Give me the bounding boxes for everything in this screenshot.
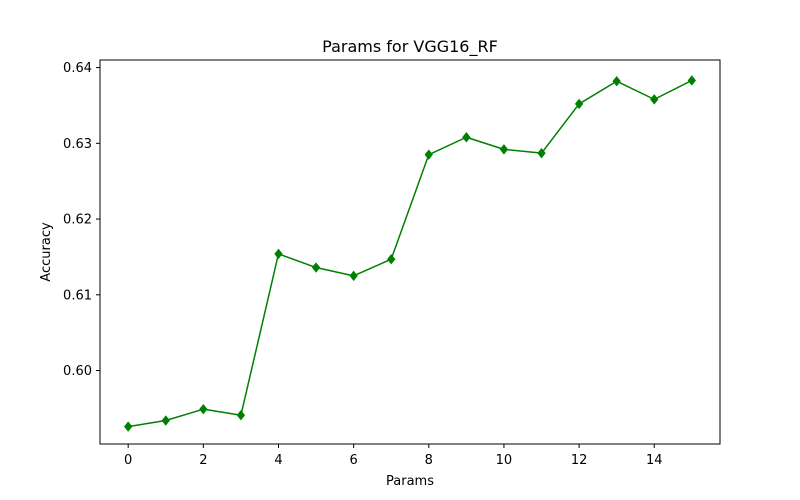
x-axis-label: Params <box>386 474 434 489</box>
series-layer <box>124 75 696 432</box>
data-point <box>236 410 246 421</box>
data-point <box>537 147 546 159</box>
data-point <box>349 270 358 282</box>
y-tick-label: 0.64 <box>63 61 92 76</box>
x-tick-label: 4 <box>274 453 282 468</box>
x-axis: 0 2 4 6 8 10 12 14 <box>124 444 663 468</box>
data-point <box>612 76 621 87</box>
x-tick-label: 14 <box>646 453 663 468</box>
data-point <box>387 253 396 265</box>
x-tick-label: 8 <box>425 453 433 468</box>
data-point <box>687 75 696 86</box>
data-point <box>311 262 321 273</box>
data-point <box>650 94 659 105</box>
x-tick-label: 10 <box>496 453 513 468</box>
x-tick-label: 2 <box>199 453 207 468</box>
plot-area <box>99 59 721 445</box>
data-point <box>462 132 471 143</box>
data-point <box>274 248 283 260</box>
y-tick-label: 0.62 <box>63 213 92 228</box>
data-point <box>124 421 133 432</box>
plot-background <box>100 60 720 444</box>
x-tick-label: 12 <box>571 453 588 468</box>
chart-title: Params for VGG16_RF <box>322 37 498 57</box>
data-point <box>424 149 433 160</box>
series-line <box>128 79 693 428</box>
y-tick-label: 0.63 <box>63 137 92 152</box>
y-axis: 0.60 0.61 0.62 0.63 0.64 <box>63 61 100 379</box>
data-point <box>499 144 509 155</box>
y-tick-label: 0.60 <box>63 364 92 379</box>
data-point <box>199 403 208 415</box>
x-tick-label: 6 <box>349 453 357 468</box>
y-axis-label: Accuracy <box>39 222 54 282</box>
x-tick-label: 0 <box>124 453 132 468</box>
plot-frame <box>99 59 721 445</box>
y-tick-label: 0.61 <box>63 288 92 303</box>
data-point <box>574 98 584 110</box>
data-point <box>161 415 170 426</box>
